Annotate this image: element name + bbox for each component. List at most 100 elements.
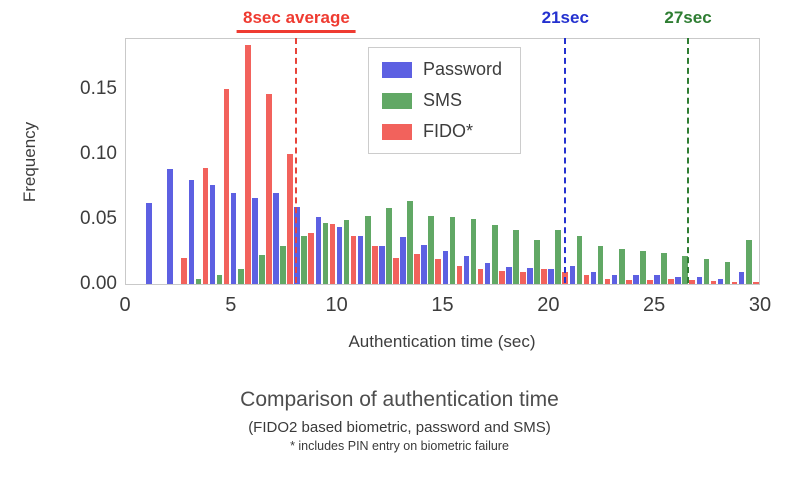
legend-item-password: Password [382,59,502,80]
bar-fido [181,257,188,284]
x-tick-label: 0 [119,294,131,316]
x-tick-label: 15 [431,294,454,316]
bar-sms [428,216,435,284]
bar-sms [259,255,265,284]
bar-password [675,277,681,284]
bar-fido [541,269,547,284]
caption: Comparison of authentication time (FIDO2… [0,388,799,453]
bar-password [146,203,152,284]
legend-item-fido: FIDO* [382,121,502,142]
bar-password [738,272,745,284]
bar-password [421,244,427,284]
bar-sms [703,259,710,284]
bar-password [209,184,216,284]
bar-fido [202,168,209,284]
bar-password [569,265,576,284]
bar-fido [393,257,399,284]
x-tick-label: 30 [748,294,772,316]
bar-password [506,266,512,284]
bar-password [633,274,639,284]
bar-fido [731,282,738,284]
bar-password [315,217,322,284]
bar-password [230,192,237,284]
bar-password [167,169,173,284]
bar-fido [371,246,378,284]
bar-password [611,274,618,284]
bar-fido [223,88,230,284]
bar-fido [244,44,251,284]
bar-sms [280,246,286,284]
x-tick-label: 25 [643,294,666,316]
dashed-line-27sec [687,38,690,283]
bar-fido [435,259,442,284]
bar-fido [604,278,611,284]
bar-fido [477,269,484,284]
bar-password [252,197,258,284]
legend-swatch-fido [382,123,412,140]
bar-sms [555,230,562,284]
legend-label-fido: FIDO* [423,121,474,141]
caption-title: Comparison of authentication time [240,388,559,411]
bar-password [379,246,385,284]
bar-fido [583,274,590,284]
legend-swatch-password [382,61,412,78]
caption-subtitle: (FIDO2 based biometric, password and SMS… [248,419,551,436]
bar-fido [752,282,759,284]
bar-sms [682,256,689,284]
bar-password [527,268,533,284]
bar-fido [710,281,717,284]
bar-password [273,192,279,284]
bar-sms [745,239,752,284]
legend: Password SMS FIDO* [368,47,522,154]
bar-fido [668,278,674,284]
bar-fido [287,153,293,284]
bar-fido [350,235,357,284]
y-tick-label: 0.15 [80,78,117,99]
bar-sms [491,225,498,284]
bar-fido [498,270,505,284]
legend-label-password: Password [423,59,503,79]
legend-swatch-sms [382,92,412,109]
bar-sms [322,222,329,284]
bar-fido [520,272,526,284]
bar-sms [513,230,519,284]
bar-sms [470,218,477,284]
bar-password [654,274,660,284]
bar-fido [329,223,336,284]
annotation-8sec-average: 8sec average [237,8,356,33]
x-axis-label: Authentication time (sec) [348,332,536,351]
bar-sms [576,235,583,284]
dashed-line-21sec [564,38,567,283]
legend-label-sms: SMS [423,90,463,110]
annotation-21sec: 21sec [541,8,589,27]
bar-sms [597,246,604,284]
bar-sms [301,235,308,284]
bar-sms [724,261,731,284]
x-tick-label: 10 [325,294,348,316]
legend-item-sms: SMS [382,90,502,111]
bar-fido [414,253,420,284]
bar-sms [618,248,625,284]
bar-password [548,269,554,284]
bar-sms [195,278,202,284]
bar-password [484,262,491,284]
bar-password [400,236,406,284]
bar-password [696,277,703,284]
bar-sms [534,239,540,284]
bar-sms [661,252,667,284]
bar-password [357,235,364,284]
bar-sms [364,216,371,284]
bar-password [188,179,195,284]
dashed-line-8sec-average [295,38,298,283]
caption-footnote: * includes PIN entry on biometric failur… [290,439,509,453]
bar-fido [625,279,632,284]
y-tick-label: 0.00 [80,273,117,294]
y-tick-label: 0.05 [80,208,117,229]
bar-sms [237,269,244,284]
bar-fido [689,279,696,284]
bar-password [442,251,449,284]
bar-sms [640,251,646,284]
bar-fido [456,265,463,284]
y-tick-label: 0.10 [80,143,117,164]
